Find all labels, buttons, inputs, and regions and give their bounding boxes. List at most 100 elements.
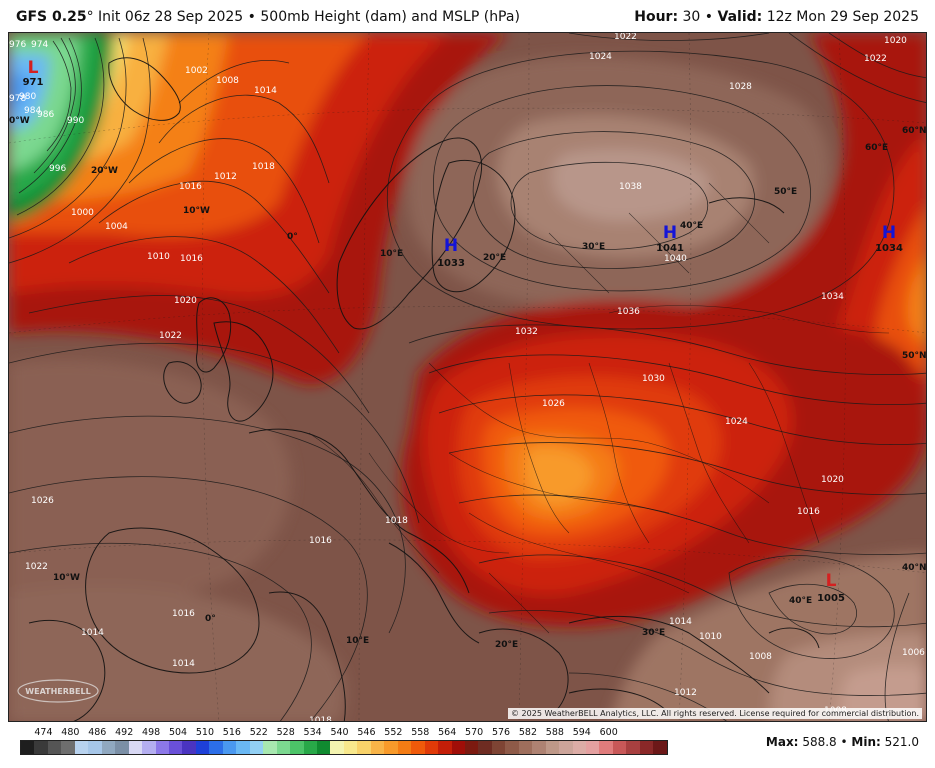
legend-tick-label: 570 bbox=[465, 727, 484, 738]
legend-swatch bbox=[612, 741, 627, 754]
legend-swatch bbox=[209, 741, 223, 754]
isobar-label: 986 bbox=[37, 110, 54, 120]
legend-swatch bbox=[586, 741, 600, 754]
legend-swatch bbox=[47, 741, 62, 754]
isobar-labels: 1022 1024 1028 1020 1022 1038 1036 1032 … bbox=[9, 33, 925, 721]
legend-swatch bbox=[411, 741, 425, 754]
isobar-label: 990 bbox=[67, 116, 84, 126]
legend-swatch bbox=[370, 741, 385, 754]
lon-label: 10°W bbox=[53, 573, 80, 583]
field-description: 500mb Height (dam) and MSLP (hPa) bbox=[260, 9, 520, 25]
legend-tick-label: 540 bbox=[330, 727, 349, 738]
legend-swatch bbox=[222, 741, 237, 754]
valid-label: Valid: bbox=[717, 9, 763, 25]
isobar-label: 980 bbox=[19, 92, 36, 102]
isobar-label: 1038 bbox=[619, 182, 642, 192]
lon-label: 30°E bbox=[582, 242, 605, 252]
lon-label: 40°E bbox=[789, 596, 812, 606]
legend-tick-label: 576 bbox=[491, 727, 511, 738]
isobar-label: 1016 bbox=[180, 254, 203, 264]
lon-label: 10°W bbox=[183, 206, 210, 216]
lon-label: 20°E bbox=[495, 640, 518, 650]
isobar-label: 984 bbox=[24, 106, 41, 116]
borders bbox=[308, 182, 890, 634]
legend-swatch bbox=[357, 741, 371, 754]
isobar-label: 1018 bbox=[252, 162, 275, 172]
legend-swatch bbox=[599, 741, 613, 754]
logo-text: WEATHERBELL bbox=[25, 687, 90, 696]
legend-tick-label: 492 bbox=[115, 727, 134, 738]
legend-tick-label: 510 bbox=[195, 727, 215, 738]
legend-swatch bbox=[424, 741, 439, 754]
legend-swatch bbox=[61, 741, 75, 754]
legend-tick-label: 528 bbox=[276, 727, 295, 738]
low-center-letter: L bbox=[826, 571, 837, 591]
lat-label: 60°N bbox=[902, 126, 927, 136]
legend-swatch bbox=[572, 741, 587, 754]
isobar-label: 1016 bbox=[797, 507, 820, 517]
legend-swatch bbox=[182, 741, 196, 754]
hour-label: Hour: bbox=[634, 9, 679, 25]
title-right: Hour: 30 • Valid: 12z Mon 29 Sep 2025 bbox=[634, 9, 919, 25]
legend-swatch bbox=[330, 741, 344, 754]
legend-tick-label: 588 bbox=[545, 727, 564, 738]
header-bar: GFS 0.25° Init 06z 28 Sep 2025 • 500mb H… bbox=[0, 0, 935, 32]
isobar-label: 1022 bbox=[864, 54, 887, 64]
weatherbell-logo: WEATHERBELL bbox=[17, 679, 99, 703]
legend-swatch bbox=[639, 741, 654, 754]
legend-swatch bbox=[505, 741, 519, 754]
high-center-letter: H bbox=[663, 223, 677, 243]
isobar-label: 1018 bbox=[385, 516, 408, 526]
isobar-label: 1002 bbox=[185, 66, 208, 76]
high-center-letter: H bbox=[882, 223, 896, 243]
lon-label: 0°W bbox=[9, 116, 30, 126]
isobar-label: 1014 bbox=[172, 659, 195, 669]
legend-swatch bbox=[115, 741, 129, 754]
legend-tick-label: 522 bbox=[249, 727, 268, 738]
legend-swatch bbox=[74, 741, 89, 754]
legend-swatch bbox=[532, 741, 546, 754]
valid-separator: • bbox=[704, 9, 714, 25]
legend-tick-label: 516 bbox=[222, 727, 241, 738]
lon-label: 0° bbox=[287, 232, 298, 242]
isobar-label: 1036 bbox=[617, 307, 640, 317]
legend-swatch bbox=[438, 741, 452, 754]
pressure-centers: L 971 H 1033 H 1041 H 1034 L 1005 bbox=[23, 58, 903, 604]
lon-label: 20°W bbox=[91, 166, 118, 176]
legend-tick-label: 486 bbox=[88, 727, 107, 738]
isobar-label: 1004 bbox=[105, 222, 128, 232]
isobar-label: 1012 bbox=[214, 172, 237, 182]
legend-swatch bbox=[303, 741, 317, 754]
init-time: Init 06z 28 Sep 2025 bbox=[98, 9, 244, 25]
legend-swatch bbox=[343, 741, 358, 754]
legend-tick-label: 480 bbox=[61, 727, 80, 738]
coastlines bbox=[28, 57, 820, 721]
color-legend: 474 480 486 492 498 504 510 516 522 528 534 540 546 5… bbox=[20, 727, 670, 755]
isobar-label: 1020 bbox=[821, 475, 844, 485]
low-center-value: 1005 bbox=[817, 593, 845, 604]
isobar-label: 1032 bbox=[515, 327, 538, 337]
isobar-label: 1008 bbox=[216, 76, 239, 86]
legend-swatch bbox=[88, 741, 102, 754]
legend-swatch bbox=[451, 741, 465, 754]
isobar-label: 1026 bbox=[542, 399, 565, 409]
isobar-label: 1024 bbox=[725, 417, 748, 427]
lat-label: 40°N bbox=[902, 563, 927, 573]
legend-tick-label: 564 bbox=[438, 727, 457, 738]
isobars bbox=[9, 33, 926, 721]
isobar-label: 1022 bbox=[25, 562, 48, 572]
weather-map[interactable]: L 971 H 1033 H 1041 H 1034 L 1005 1022 1… bbox=[8, 32, 927, 722]
legend-swatch bbox=[653, 741, 667, 754]
isobar-label: 1014 bbox=[669, 617, 692, 627]
legend-swatch bbox=[559, 741, 573, 754]
min-value: 521.0 bbox=[884, 735, 919, 749]
high-center-letter: H bbox=[444, 236, 458, 256]
legend-swatch bbox=[155, 741, 169, 754]
legend-tick-label: 504 bbox=[168, 727, 188, 738]
low-center-value: 971 bbox=[23, 77, 44, 88]
lon-label: 10°E bbox=[346, 636, 369, 646]
isobar-label: 1008 bbox=[749, 652, 772, 662]
legend-swatch bbox=[195, 741, 210, 754]
isobar-label: 1026 bbox=[31, 496, 54, 506]
isobar-label: 1020 bbox=[174, 296, 197, 306]
